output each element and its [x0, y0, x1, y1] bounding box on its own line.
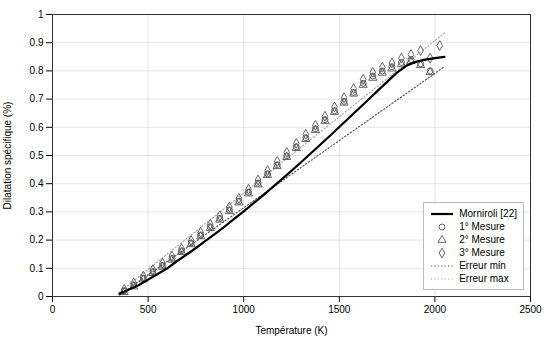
svg-text:1000: 1000: [233, 304, 256, 315]
svg-text:2500: 2500: [519, 304, 542, 315]
svg-text:0.4: 0.4: [30, 178, 44, 189]
svg-text:0.5: 0.5: [30, 150, 44, 161]
html-text:Morniroli [22]: Morniroli [22]: [459, 208, 517, 219]
svg-text:0: 0: [50, 304, 56, 315]
svg-text:0.2: 0.2: [30, 234, 44, 245]
html-text:Erreur min: Erreur min: [459, 260, 506, 271]
svg-text:1: 1: [38, 9, 44, 20]
svg-text:Dilatation spécifique (%): Dilatation spécifique (%): [2, 102, 13, 210]
html-text:3° Mesure: 3° Mesure: [459, 247, 505, 258]
svg-text:0: 0: [38, 291, 44, 302]
svg-text:0.7: 0.7: [30, 93, 44, 104]
svg-text:0.3: 0.3: [30, 206, 44, 217]
html-text:Erreur max: Erreur max: [459, 273, 509, 284]
html-text:1° Mesure: 1° Mesure: [459, 221, 505, 232]
svg-text:0.1: 0.1: [30, 263, 44, 274]
svg-text:500: 500: [140, 304, 157, 315]
svg-text:0.6: 0.6: [30, 122, 44, 133]
svg-text:0.9: 0.9: [30, 37, 44, 48]
svg-text:0.8: 0.8: [30, 65, 44, 76]
svg-text:2000: 2000: [424, 304, 447, 315]
svg-text:Température (K): Température (K): [255, 325, 327, 336]
html-text:2° Mesure: 2° Mesure: [459, 234, 505, 245]
svg-text:1500: 1500: [328, 304, 351, 315]
